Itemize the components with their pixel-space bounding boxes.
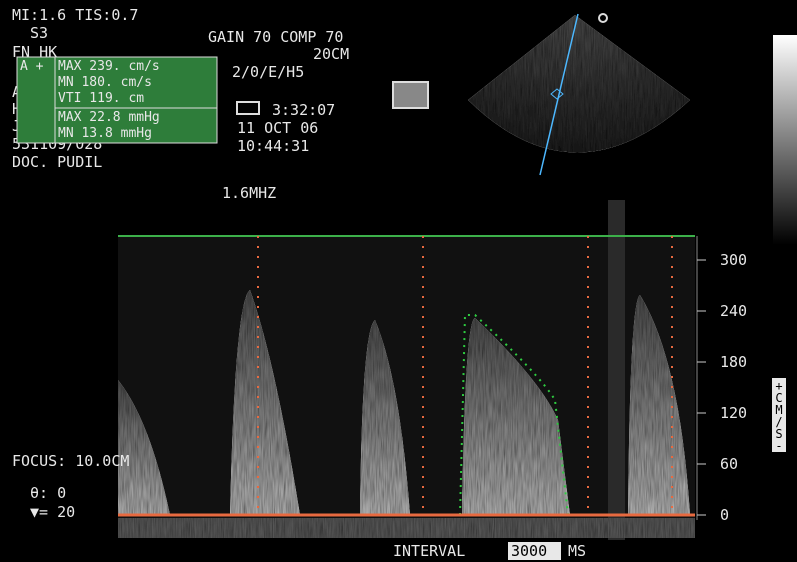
tick-label: 120 <box>720 404 747 422</box>
gap <box>608 200 625 540</box>
envelope-trace <box>459 314 569 516</box>
velocity-unit: +CM/S- <box>772 378 786 452</box>
angle: θ: 0 <box>30 484 66 502</box>
tick-label: 180 <box>720 353 747 371</box>
interval-label: INTERVAL <box>393 542 465 560</box>
measure-row: MN 180. cm/s <box>58 75 152 90</box>
focus: FOCUS: 10.0CM <box>12 452 129 470</box>
tick-label: 240 <box>720 302 747 320</box>
measurement-box <box>16 56 218 144</box>
probe: S3 <box>30 24 48 42</box>
frequency: 1.6MHZ <box>222 184 276 202</box>
interval-box <box>508 542 561 560</box>
settings: 2/0/E/H5 <box>232 63 304 81</box>
measure-row: MAX 22.8 mmHg <box>58 110 160 125</box>
interval-value: 3000 <box>511 542 547 560</box>
elapsed: 3:32:07 <box>272 101 335 119</box>
tick-label: 60 <box>720 455 738 473</box>
gate <box>550 88 564 100</box>
marker <box>598 13 608 23</box>
tape-icon <box>236 101 260 115</box>
measure-tag: A + <box>20 59 44 74</box>
time: 10:44:31 <box>237 137 309 155</box>
measure-row: MN 13.8 mmHg <box>58 126 152 141</box>
date: 11 OCT 06 <box>237 119 318 137</box>
tick-label: 0 <box>720 506 729 524</box>
measure-row: VTI 119. cm <box>58 91 144 106</box>
mi-tis: MI:1.6 TIS:0.7 <box>12 6 138 24</box>
interval-unit: MS <box>568 542 586 560</box>
sector-image <box>468 15 690 153</box>
gain-comp: GAIN 70 COMP 70 <box>208 28 343 46</box>
measure-row: MAX 239. cm/s <box>58 59 160 74</box>
spectral-waveforms <box>118 290 695 538</box>
cursor-line <box>539 13 579 176</box>
icon <box>392 81 429 109</box>
tick-label: 300 <box>720 251 747 269</box>
filter: ▼= 20 <box>30 503 75 521</box>
depth: 20CM <box>313 45 349 63</box>
patient-line: DOC. PUDIL <box>12 153 102 171</box>
grayscale-bar <box>773 35 797 245</box>
